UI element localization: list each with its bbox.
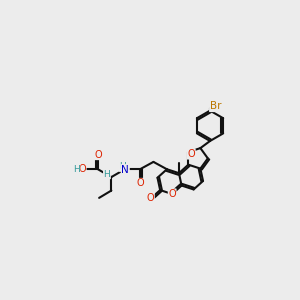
Text: O: O [136,178,144,188]
Text: O: O [94,150,102,160]
Text: O: O [168,189,176,199]
Text: O: O [188,149,195,159]
Text: H: H [119,162,126,171]
Text: H: H [103,169,110,178]
Text: N: N [122,165,129,175]
Text: Br: Br [210,101,221,112]
Text: O: O [147,193,154,203]
Text: H: H [73,165,80,174]
Text: O: O [78,164,86,174]
